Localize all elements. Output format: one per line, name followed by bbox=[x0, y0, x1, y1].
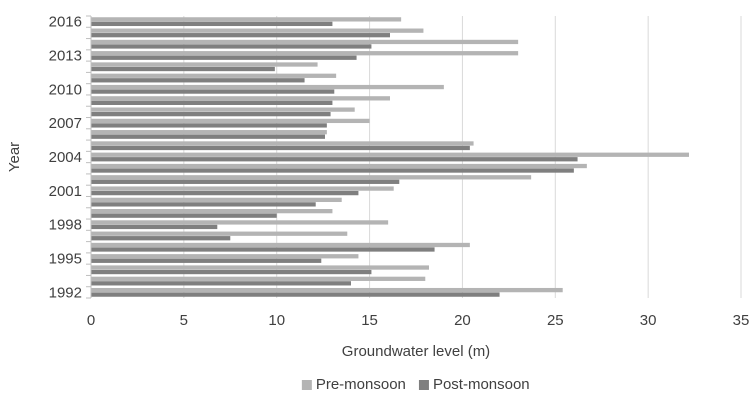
bar-pre-monsoon-2000 bbox=[91, 197, 342, 203]
x-tick-label-5: 5 bbox=[180, 312, 188, 329]
axes: 0 5 10 15 20 25 30 35 1992 1995 1998 2001 2004 2007 20… bbox=[49, 14, 750, 329]
bar-post-monsoon-1992 bbox=[91, 292, 500, 297]
x-tick-label-20: 20 bbox=[454, 312, 471, 329]
bar-post-monsoon-2010 bbox=[91, 89, 335, 94]
bar-pre-monsoon-1992 bbox=[91, 287, 563, 293]
bar-post-monsoon-1996 bbox=[91, 247, 435, 252]
bar-pre-monsoon-2012 bbox=[91, 62, 318, 67]
bar-pre-monsoon-2005 bbox=[91, 141, 474, 146]
bar-pre-monsoon-2002 bbox=[91, 175, 532, 180]
x-tick-label-0: 0 bbox=[87, 312, 95, 329]
y-tick-label-2004: 2004 bbox=[49, 149, 82, 166]
bar-pre-monsoon-1999 bbox=[91, 209, 333, 214]
bar-pre-monsoon-2004 bbox=[91, 152, 689, 157]
y-tick-label-2001: 2001 bbox=[49, 183, 82, 200]
bar-pre-monsoon-1995 bbox=[91, 254, 359, 259]
bar-pre-monsoon-1997 bbox=[91, 231, 348, 236]
bar-post-monsoon-2008 bbox=[91, 111, 331, 117]
bar-post-monsoon-1999 bbox=[91, 213, 277, 218]
bar-post-monsoon-2011 bbox=[91, 78, 305, 83]
legend-swatch-pre-monsoon bbox=[301, 380, 312, 390]
legend-swatch-post-monsoon bbox=[418, 380, 429, 390]
legend-label-post-monsoon: Post-monsoon bbox=[433, 376, 530, 393]
bar-pre-monsoon-2007 bbox=[91, 118, 370, 124]
bar-post-monsoon-2015 bbox=[91, 33, 390, 38]
y-axis-title: Year bbox=[6, 142, 23, 172]
bar-post-monsoon-1995 bbox=[91, 258, 322, 263]
bar-post-monsoon-2002 bbox=[91, 179, 400, 184]
y-tick-label-1998: 1998 bbox=[49, 217, 82, 234]
y-tick-label-2013: 2013 bbox=[49, 47, 82, 64]
bar-pre-monsoon-2014 bbox=[91, 39, 519, 45]
bar-post-monsoon-2014 bbox=[91, 44, 372, 49]
bar-pre-monsoon-2008 bbox=[91, 107, 355, 112]
bar-pre-monsoon-1998 bbox=[91, 220, 389, 225]
x-tick-label-30: 30 bbox=[640, 312, 657, 329]
bar-post-monsoon-2003 bbox=[91, 168, 574, 173]
bar-post-monsoon-2009 bbox=[91, 100, 333, 105]
bar-post-monsoon-2013 bbox=[91, 55, 357, 60]
y-tick-label-2016: 2016 bbox=[49, 14, 82, 31]
bar-post-monsoon-2000 bbox=[91, 202, 316, 207]
bar-post-monsoon-2007 bbox=[91, 123, 327, 128]
bar-pre-monsoon-2016 bbox=[91, 17, 402, 22]
bar-pre-monsoon-2010 bbox=[91, 84, 444, 90]
bar-pre-monsoon-2009 bbox=[91, 96, 390, 101]
bar-post-monsoon-2016 bbox=[91, 21, 333, 27]
x-tick-label-25: 25 bbox=[547, 312, 564, 329]
bar-post-monsoon-1997 bbox=[91, 236, 231, 241]
bar-post-monsoon-2005 bbox=[91, 145, 470, 151]
bar-post-monsoon-2006 bbox=[91, 134, 325, 139]
bar-post-monsoon-2001 bbox=[91, 190, 359, 196]
y-tick-label-1992: 1992 bbox=[49, 284, 82, 301]
bar-pre-monsoon-2006 bbox=[91, 130, 327, 135]
bar-pre-monsoon-2013 bbox=[91, 51, 519, 56]
x-tick-label-35: 35 bbox=[733, 312, 750, 329]
x-tick-label-15: 15 bbox=[361, 312, 378, 329]
y-tick-label-2010: 2010 bbox=[49, 81, 82, 98]
bar-pre-monsoon-2011 bbox=[91, 73, 337, 78]
legend-label-pre-monsoon: Pre-monsoon bbox=[316, 376, 406, 393]
bar-post-monsoon-2012 bbox=[91, 66, 275, 72]
x-tick-label-10: 10 bbox=[268, 312, 285, 329]
bar-pre-monsoon-2001 bbox=[91, 186, 394, 191]
legend: Pre-monsoon Post-monsoon bbox=[301, 376, 530, 393]
y-tick-label-2007: 2007 bbox=[49, 115, 82, 132]
y-tick-label-1995: 1995 bbox=[49, 251, 82, 268]
bars bbox=[91, 17, 689, 297]
bar-post-monsoon-1994 bbox=[91, 269, 372, 275]
bar-pre-monsoon-2003 bbox=[91, 163, 587, 169]
bar-pre-monsoon-1996 bbox=[91, 242, 470, 248]
x-axis-title: Groundwater level (m) bbox=[342, 343, 490, 360]
bar-pre-monsoon-1994 bbox=[91, 265, 429, 270]
bar-post-monsoon-2004 bbox=[91, 157, 578, 162]
bar-post-monsoon-1998 bbox=[91, 224, 218, 230]
bar-pre-monsoon-1993 bbox=[91, 276, 426, 281]
bar-post-monsoon-1993 bbox=[91, 281, 351, 286]
bar-pre-monsoon-2015 bbox=[91, 28, 424, 33]
